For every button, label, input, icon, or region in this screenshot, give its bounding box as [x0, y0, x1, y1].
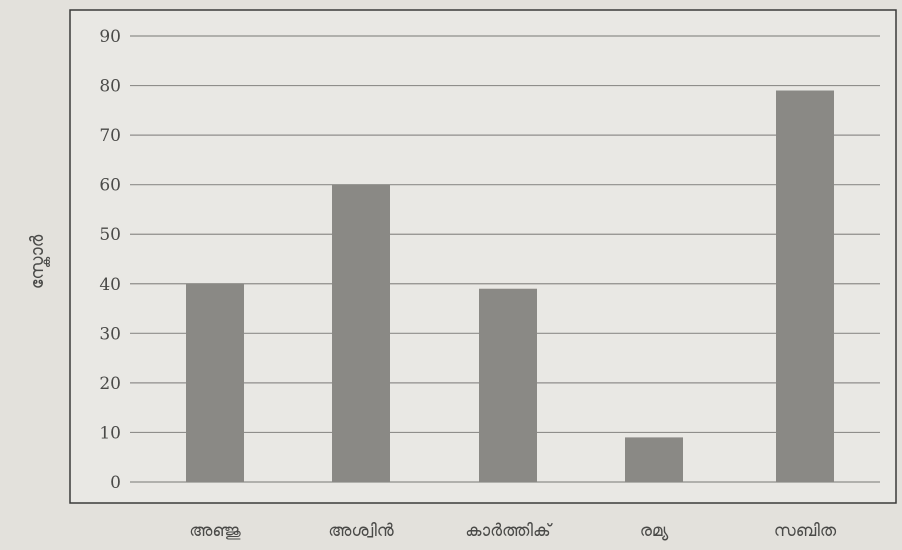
y-tick-label: 60 [99, 176, 121, 196]
y-tick-label: 70 [99, 126, 121, 146]
gridlines [130, 35, 880, 483]
bar-2 [332, 184, 390, 482]
x-tick-label: സബിത [774, 521, 837, 541]
x-tick-label: അഞ്ജു [189, 521, 241, 541]
y-tick-label: 0 [110, 473, 121, 493]
x-tick-label: രമ്യ [640, 521, 669, 541]
x-tick-label: കാർത്തിക് [465, 521, 553, 541]
x-tick-label: അശ്വിൻ [328, 521, 394, 541]
y-tick-label: 40 [99, 275, 121, 295]
x-tick-labels: അഞ്ജു അശ്വിൻ കാർത്തിക് രമ്യ സബിത [189, 521, 837, 541]
bar-4 [625, 437, 683, 482]
y-tick-label: 20 [99, 374, 121, 394]
y-tick-label: 30 [99, 324, 121, 344]
y-axis-label: സ്കോർ [27, 234, 50, 289]
bar-5 [776, 90, 834, 482]
y-tick-label: 90 [99, 27, 121, 47]
y-tick-labels: 0 10 20 30 40 50 60 70 80 90 [99, 27, 121, 493]
y-tick-label: 10 [99, 423, 121, 443]
bars [186, 90, 834, 482]
bar-3 [479, 288, 537, 482]
bar-1 [186, 283, 244, 482]
y-tick-label: 80 [99, 77, 121, 97]
y-tick-label: 50 [99, 225, 121, 245]
